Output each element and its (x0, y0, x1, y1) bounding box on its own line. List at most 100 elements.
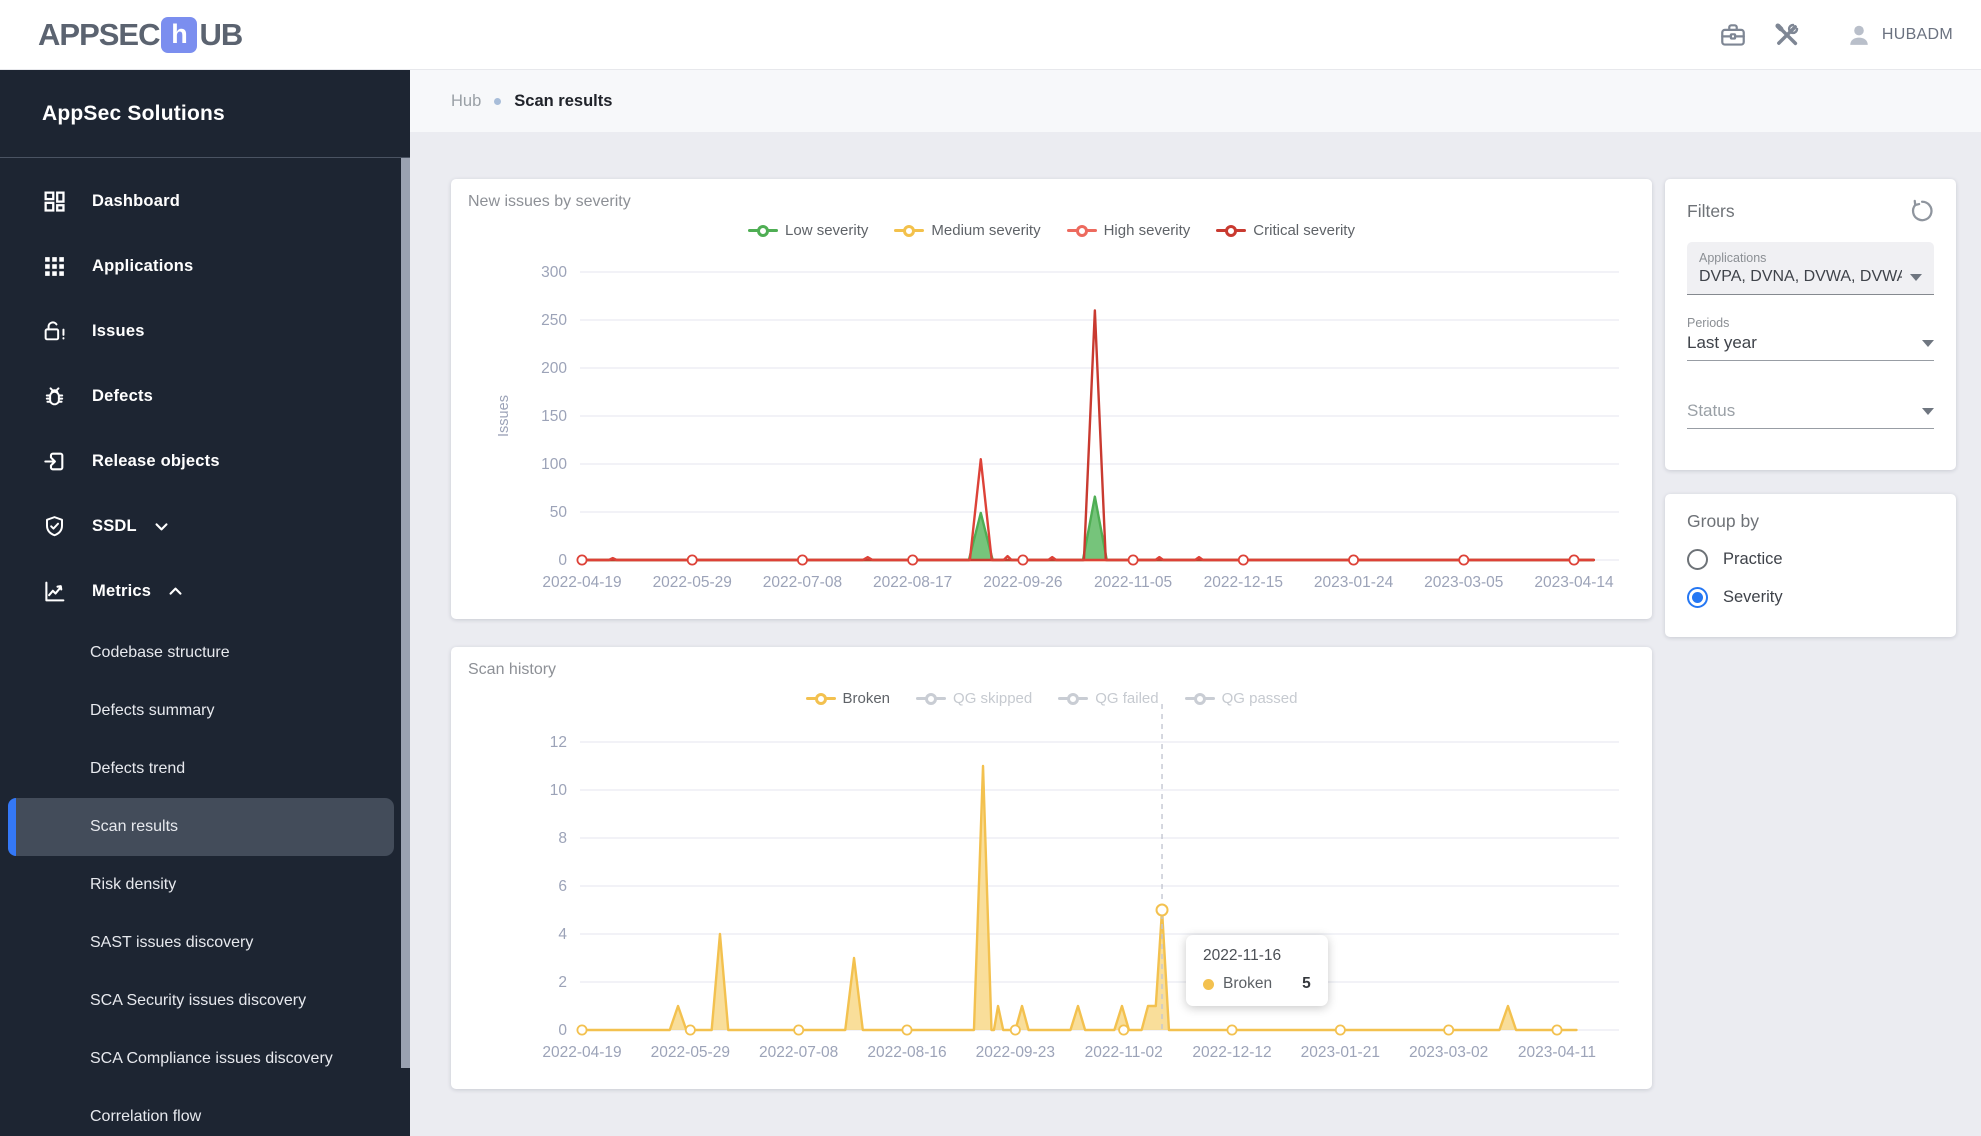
svg-text:2023-03-02: 2023-03-02 (1409, 1044, 1488, 1061)
chevron-down-icon (155, 523, 168, 531)
sidebar-item-dashboard[interactable]: Dashboard (0, 169, 410, 234)
sidebar-item-sca-compliance-issues-discovery[interactable]: SCA Compliance issues discovery (90, 1050, 333, 1067)
periods-select[interactable]: Periods Last year (1687, 316, 1934, 361)
svg-text:2023-04-11: 2023-04-11 (1518, 1044, 1596, 1061)
svg-text:2022-12-12: 2022-12-12 (1192, 1044, 1271, 1061)
svg-text:10: 10 (550, 782, 568, 799)
sidebar-item-defects-trend[interactable]: Defects trend (90, 760, 186, 777)
legend-item-high-severity[interactable]: High severity (1066, 222, 1190, 239)
svg-text:2022-08-16: 2022-08-16 (867, 1044, 946, 1061)
legend-item-critical-severity[interactable]: Critical severity (1216, 222, 1355, 239)
sidebar-item-issues[interactable]: Issues (0, 299, 410, 364)
briefcase-icon[interactable] (1719, 21, 1747, 49)
legend-item-medium-severity[interactable]: Medium severity (894, 222, 1041, 239)
sidebar-item-metrics[interactable]: Metrics (0, 559, 410, 624)
dashboard-icon (44, 191, 65, 212)
svg-text:200: 200 (541, 360, 567, 377)
exit-to-app-icon (44, 452, 64, 471)
svg-text:2023-01-21: 2023-01-21 (1301, 1044, 1380, 1061)
dropdown-caret-icon (1922, 407, 1934, 415)
svg-text:2022-05-29: 2022-05-29 (653, 574, 732, 591)
sidebar-item-defects[interactable]: Defects (0, 364, 410, 429)
applications-value: DVPA, DVNA, DVWA, DVWA... (1699, 268, 1902, 285)
sidebar-item-correlation-flow[interactable]: Correlation flow (90, 1108, 202, 1125)
svg-text:2023-03-05: 2023-03-05 (1424, 574, 1503, 591)
legend-item-qg-failed[interactable]: QG failed (1058, 690, 1159, 707)
svg-text:2022-04-19: 2022-04-19 (542, 1044, 621, 1061)
breadcrumb-separator-dot (494, 97, 502, 105)
sidebar-item-defects-summary[interactable]: Defects summary (90, 702, 215, 719)
user-name: HUBADM (1881, 25, 1953, 43)
chart-legend: Broken QG skipped QG failed QG passed (451, 690, 1652, 707)
scan-history-chart: 0 2 4 6 8 10 12 2022-04-19 2022-05-29 2022-07-08 2… (542, 704, 1619, 1061)
tenant-title: AppSec Solutions (42, 101, 225, 125)
svg-text:2022-12-15: 2022-12-15 (1204, 574, 1283, 591)
svg-text:2023-01-24: 2023-01-24 (1314, 574, 1394, 591)
svg-text:2022-11-02: 2022-11-02 (1085, 1044, 1163, 1061)
tooltip-value: 5 (1302, 975, 1311, 992)
sidebar-item-codebase-structure[interactable]: Codebase structure (90, 644, 230, 661)
tools-icon[interactable] (1773, 21, 1801, 49)
svg-text:50: 50 (550, 504, 568, 521)
sidebar-item-sast-issues-discovery[interactable]: SAST issues discovery (90, 934, 254, 951)
svg-text:100: 100 (541, 456, 567, 473)
logo-text-suffix: UB (199, 16, 243, 52)
status-select[interactable]: Status (1687, 401, 1934, 429)
reset-filters-icon[interactable] (1907, 198, 1934, 225)
periods-value: Last year (1687, 333, 1757, 352)
metrics-chart-icon (45, 581, 65, 602)
logo-text-prefix: APPSEC (38, 16, 160, 52)
svg-text:2023-04-14: 2023-04-14 (1534, 574, 1614, 591)
sidebar-header: AppSec Solutions (0, 70, 410, 158)
svg-text:2022-04-19: 2022-04-19 (542, 574, 621, 591)
sidebar-nav: Dashboard Applications Issues (0, 158, 410, 1136)
legend-item-low-severity[interactable]: Low severity (748, 222, 868, 239)
app-logo[interactable]: APPSEC h UB (38, 16, 243, 53)
sidebar-item-risk-density[interactable]: Risk density (90, 876, 177, 893)
tooltip-series: Broken (1223, 975, 1273, 992)
breadcrumb-hub-link[interactable]: Hub (451, 91, 482, 110)
group-by-panel: Group by Practice Severity (1665, 494, 1956, 637)
group-by-practice-radio[interactable]: Practice (1687, 549, 1934, 570)
sidebar-item-release-objects[interactable]: Release objects (0, 429, 410, 494)
filters-title: Filters (1687, 201, 1735, 221)
sidebar-item-scan-results[interactable]: Scan results (8, 798, 394, 856)
svg-text:8: 8 (558, 830, 567, 847)
applications-icon (45, 257, 64, 276)
svg-text:300: 300 (541, 264, 567, 281)
user-menu[interactable]: HUBADM (1845, 21, 1953, 49)
svg-text:250: 250 (541, 312, 567, 329)
group-by-severity-radio[interactable]: Severity (1687, 587, 1934, 608)
legend-item-broken[interactable]: Broken (805, 690, 890, 707)
chevron-up-icon (169, 587, 182, 595)
applications-select[interactable]: Applications DVPA, DVNA, DVWA, DVWA... (1687, 242, 1934, 295)
sidebar-scrollbar-thumb[interactable] (401, 158, 410, 1068)
new-issues-by-severity-card: New issues by severity Low severity Mediu… (451, 179, 1652, 619)
sidebar-item-sca-security-issues-discovery[interactable]: SCA Security issues discovery (90, 992, 307, 1009)
topbar-actions: HUBADM (1719, 21, 1953, 49)
sidebar-item-applications[interactable]: Applications (0, 234, 410, 299)
group-by-title: Group by (1687, 511, 1759, 531)
open-lock-alert-icon (44, 321, 65, 341)
chart-legend: Low severity Medium severity High severity… (451, 222, 1652, 239)
svg-text:2022-08-17: 2022-08-17 (873, 574, 952, 591)
svg-text:12: 12 (550, 734, 567, 751)
radio-checked-icon (1687, 587, 1708, 608)
chart-tooltip: 2022-11-16 Broken 5 (1186, 935, 1328, 1006)
svg-text:6: 6 (558, 878, 567, 895)
legend-item-qg-skipped[interactable]: QG skipped (916, 690, 1032, 707)
svg-text:0: 0 (558, 552, 567, 569)
svg-text:Issues: Issues (496, 395, 512, 437)
legend-item-qg-passed[interactable]: QG passed (1184, 690, 1298, 707)
svg-text:2: 2 (558, 974, 567, 991)
logo-h-mark-icon: h (161, 16, 198, 53)
chart-title: New issues by severity (468, 193, 631, 210)
svg-text:2022-09-26: 2022-09-26 (983, 574, 1062, 591)
svg-text:2022-05-29: 2022-05-29 (651, 1044, 730, 1061)
topbar: APPSEC h UB HUBADM (0, 0, 1981, 70)
sidebar-item-ssdl[interactable]: SSDL (0, 494, 410, 559)
svg-text:2022-09-23: 2022-09-23 (976, 1044, 1055, 1061)
dropdown-caret-icon (1922, 339, 1934, 347)
shield-check-icon (46, 516, 63, 537)
